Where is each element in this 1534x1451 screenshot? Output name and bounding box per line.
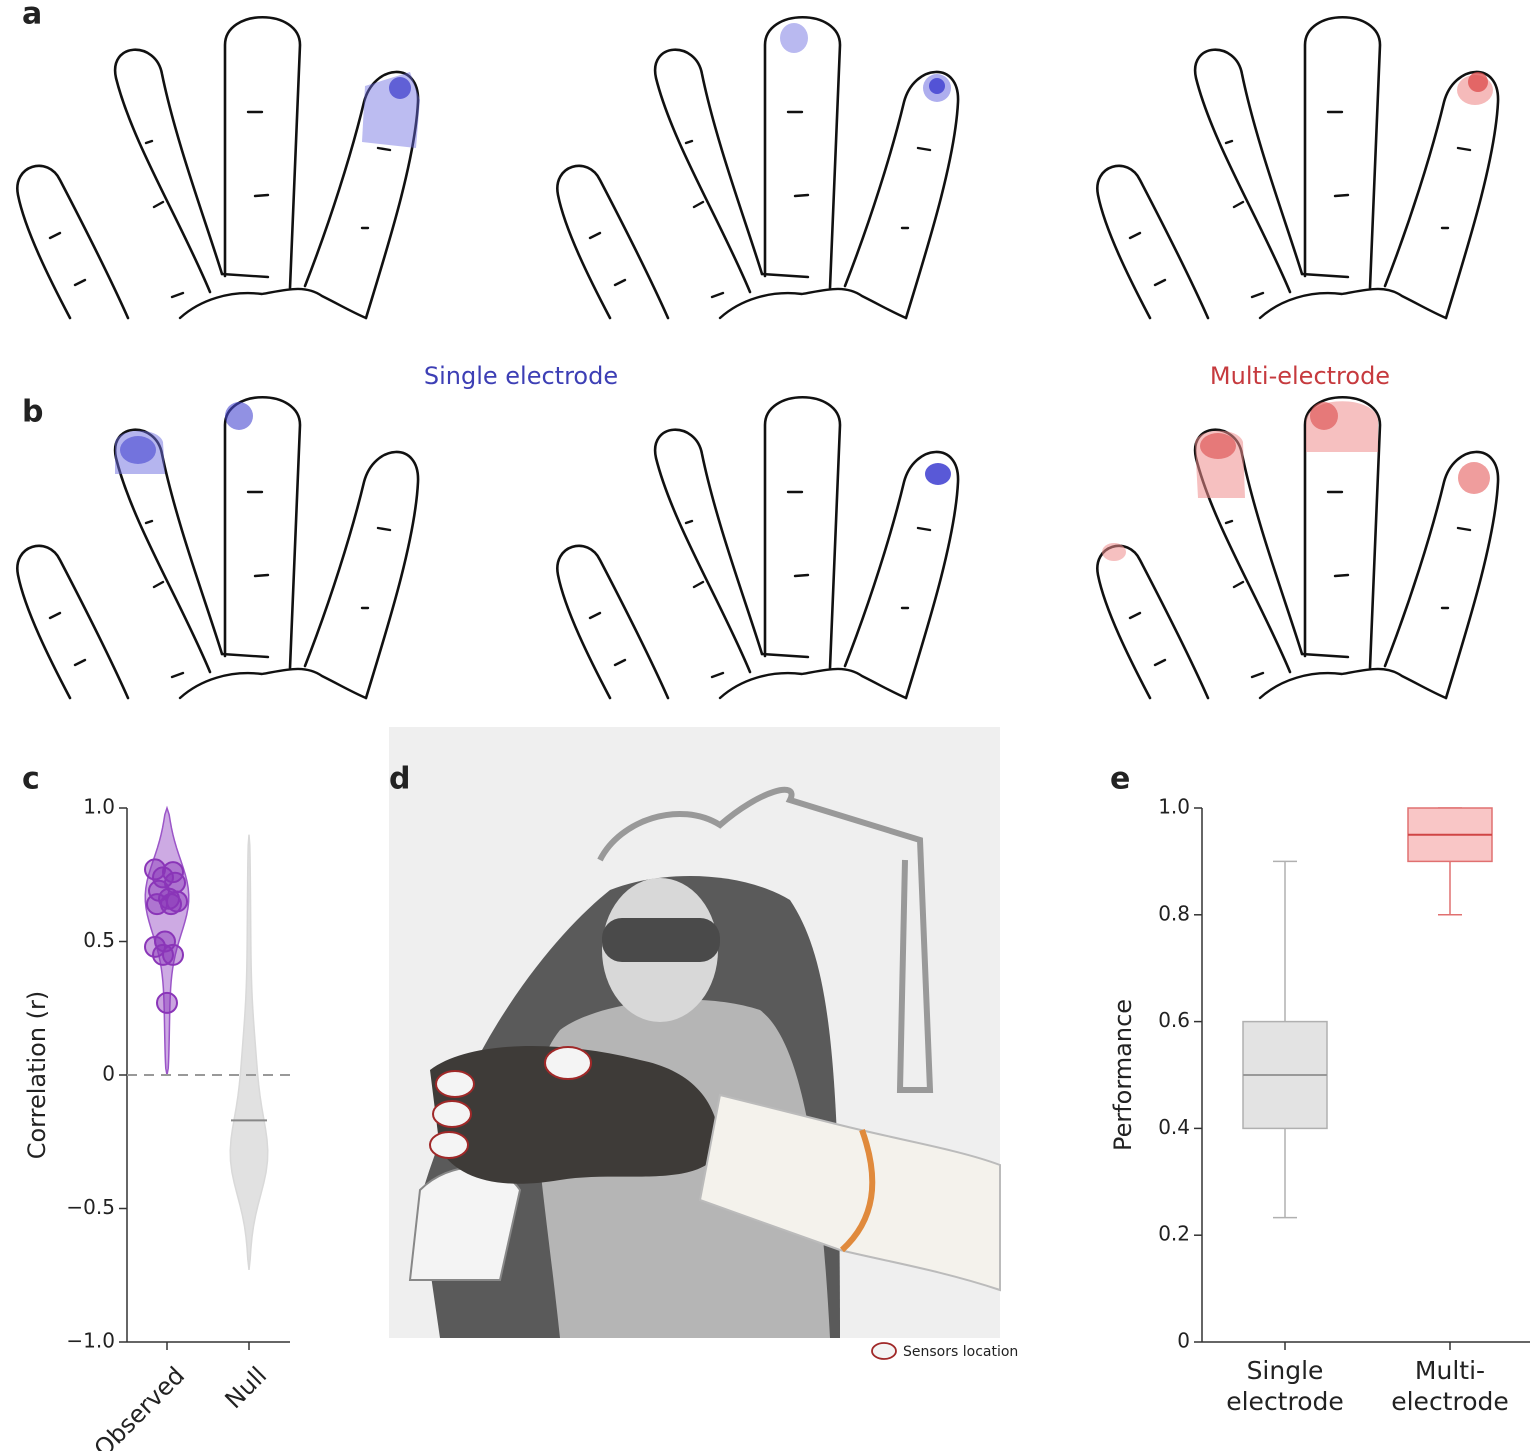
hand-outline: [556, 15, 960, 320]
panel-a: [16, 15, 1500, 320]
panel-b: [16, 395, 1500, 700]
y-tick-label: 0.2: [1158, 1222, 1190, 1246]
point: [152, 866, 174, 889]
y-tick-label: 0.6: [1158, 1008, 1190, 1032]
panel-label: b: [22, 395, 43, 430]
panel-label: e: [1110, 762, 1130, 797]
point: [166, 890, 188, 913]
y-tick-label: −0.5: [66, 1195, 115, 1219]
y-axis-label: Performance: [1109, 999, 1137, 1151]
prosthetic-glove: [430, 1046, 720, 1184]
point: [144, 858, 166, 881]
hand-outline: [556, 395, 960, 700]
x-tick-label: Single electrode: [1226, 1356, 1344, 1416]
panel-d-illustration: Sensors location: [389, 727, 1018, 1360]
percept-area: [389, 77, 411, 99]
panel-label: c: [22, 762, 40, 797]
percept-area: [1102, 543, 1126, 561]
ring: [839, 1128, 876, 1253]
y-tick-label: 0.4: [1158, 1115, 1190, 1139]
point: [152, 943, 174, 966]
sensor: [544, 1046, 592, 1080]
panel-label: a: [22, 0, 42, 32]
y-tick-label: 0: [102, 1062, 115, 1086]
stand: [597, 786, 934, 1093]
hand-b3: [1096, 395, 1500, 700]
percept-area: [1458, 462, 1490, 494]
y-tick-label: 0.8: [1158, 901, 1190, 925]
x-tick-label: Multi-electrode: [1391, 1356, 1509, 1416]
sensor: [429, 1131, 469, 1159]
x-tick-label: Observed: [89, 1361, 190, 1451]
hand-outline: [1096, 395, 1500, 700]
eye-mask: [602, 918, 720, 962]
y-tick-label: 1.0: [83, 795, 115, 819]
prosthetic-arm: [698, 1093, 1001, 1292]
column-label: Multi-electrode: [1210, 362, 1390, 390]
y-axis-label: Correlation (r): [23, 991, 51, 1160]
hand-outline: [16, 15, 420, 320]
hand-outline: [16, 395, 420, 700]
hand-outline: [1096, 15, 1500, 320]
violin: [229, 834, 269, 1270]
point: [144, 935, 166, 958]
percept-area: [225, 402, 253, 430]
percept-area: [929, 78, 945, 94]
point: [156, 991, 178, 1014]
percept-area: [1468, 72, 1488, 92]
y-tick-label: 0: [1177, 1329, 1190, 1353]
percept-area: [1310, 402, 1338, 430]
x-tick-label: Null: [220, 1361, 273, 1414]
y-tick-label: −1.0: [66, 1329, 115, 1353]
y-tick-label: 1.0: [1158, 795, 1190, 819]
hand-a2: [556, 15, 960, 320]
percept-area: [780, 23, 808, 53]
hand-a3: [1096, 15, 1500, 320]
sensor: [432, 1100, 472, 1128]
legend-label: Sensors location: [903, 1344, 1018, 1360]
hand-a1: [16, 15, 420, 320]
hand-rest: [408, 1166, 522, 1281]
percept-area: [1200, 433, 1236, 459]
hand-b1: [16, 395, 420, 700]
y-tick-label: 0.5: [83, 928, 115, 952]
sensor: [435, 1070, 475, 1098]
violin: [144, 805, 190, 1076]
legend-symbol: [871, 1342, 897, 1360]
panel-label: d: [389, 762, 410, 797]
column-label: Single electrode: [424, 362, 618, 390]
percept-area: [925, 463, 951, 485]
hand-b2: [556, 395, 960, 700]
percept-area: [120, 436, 156, 464]
